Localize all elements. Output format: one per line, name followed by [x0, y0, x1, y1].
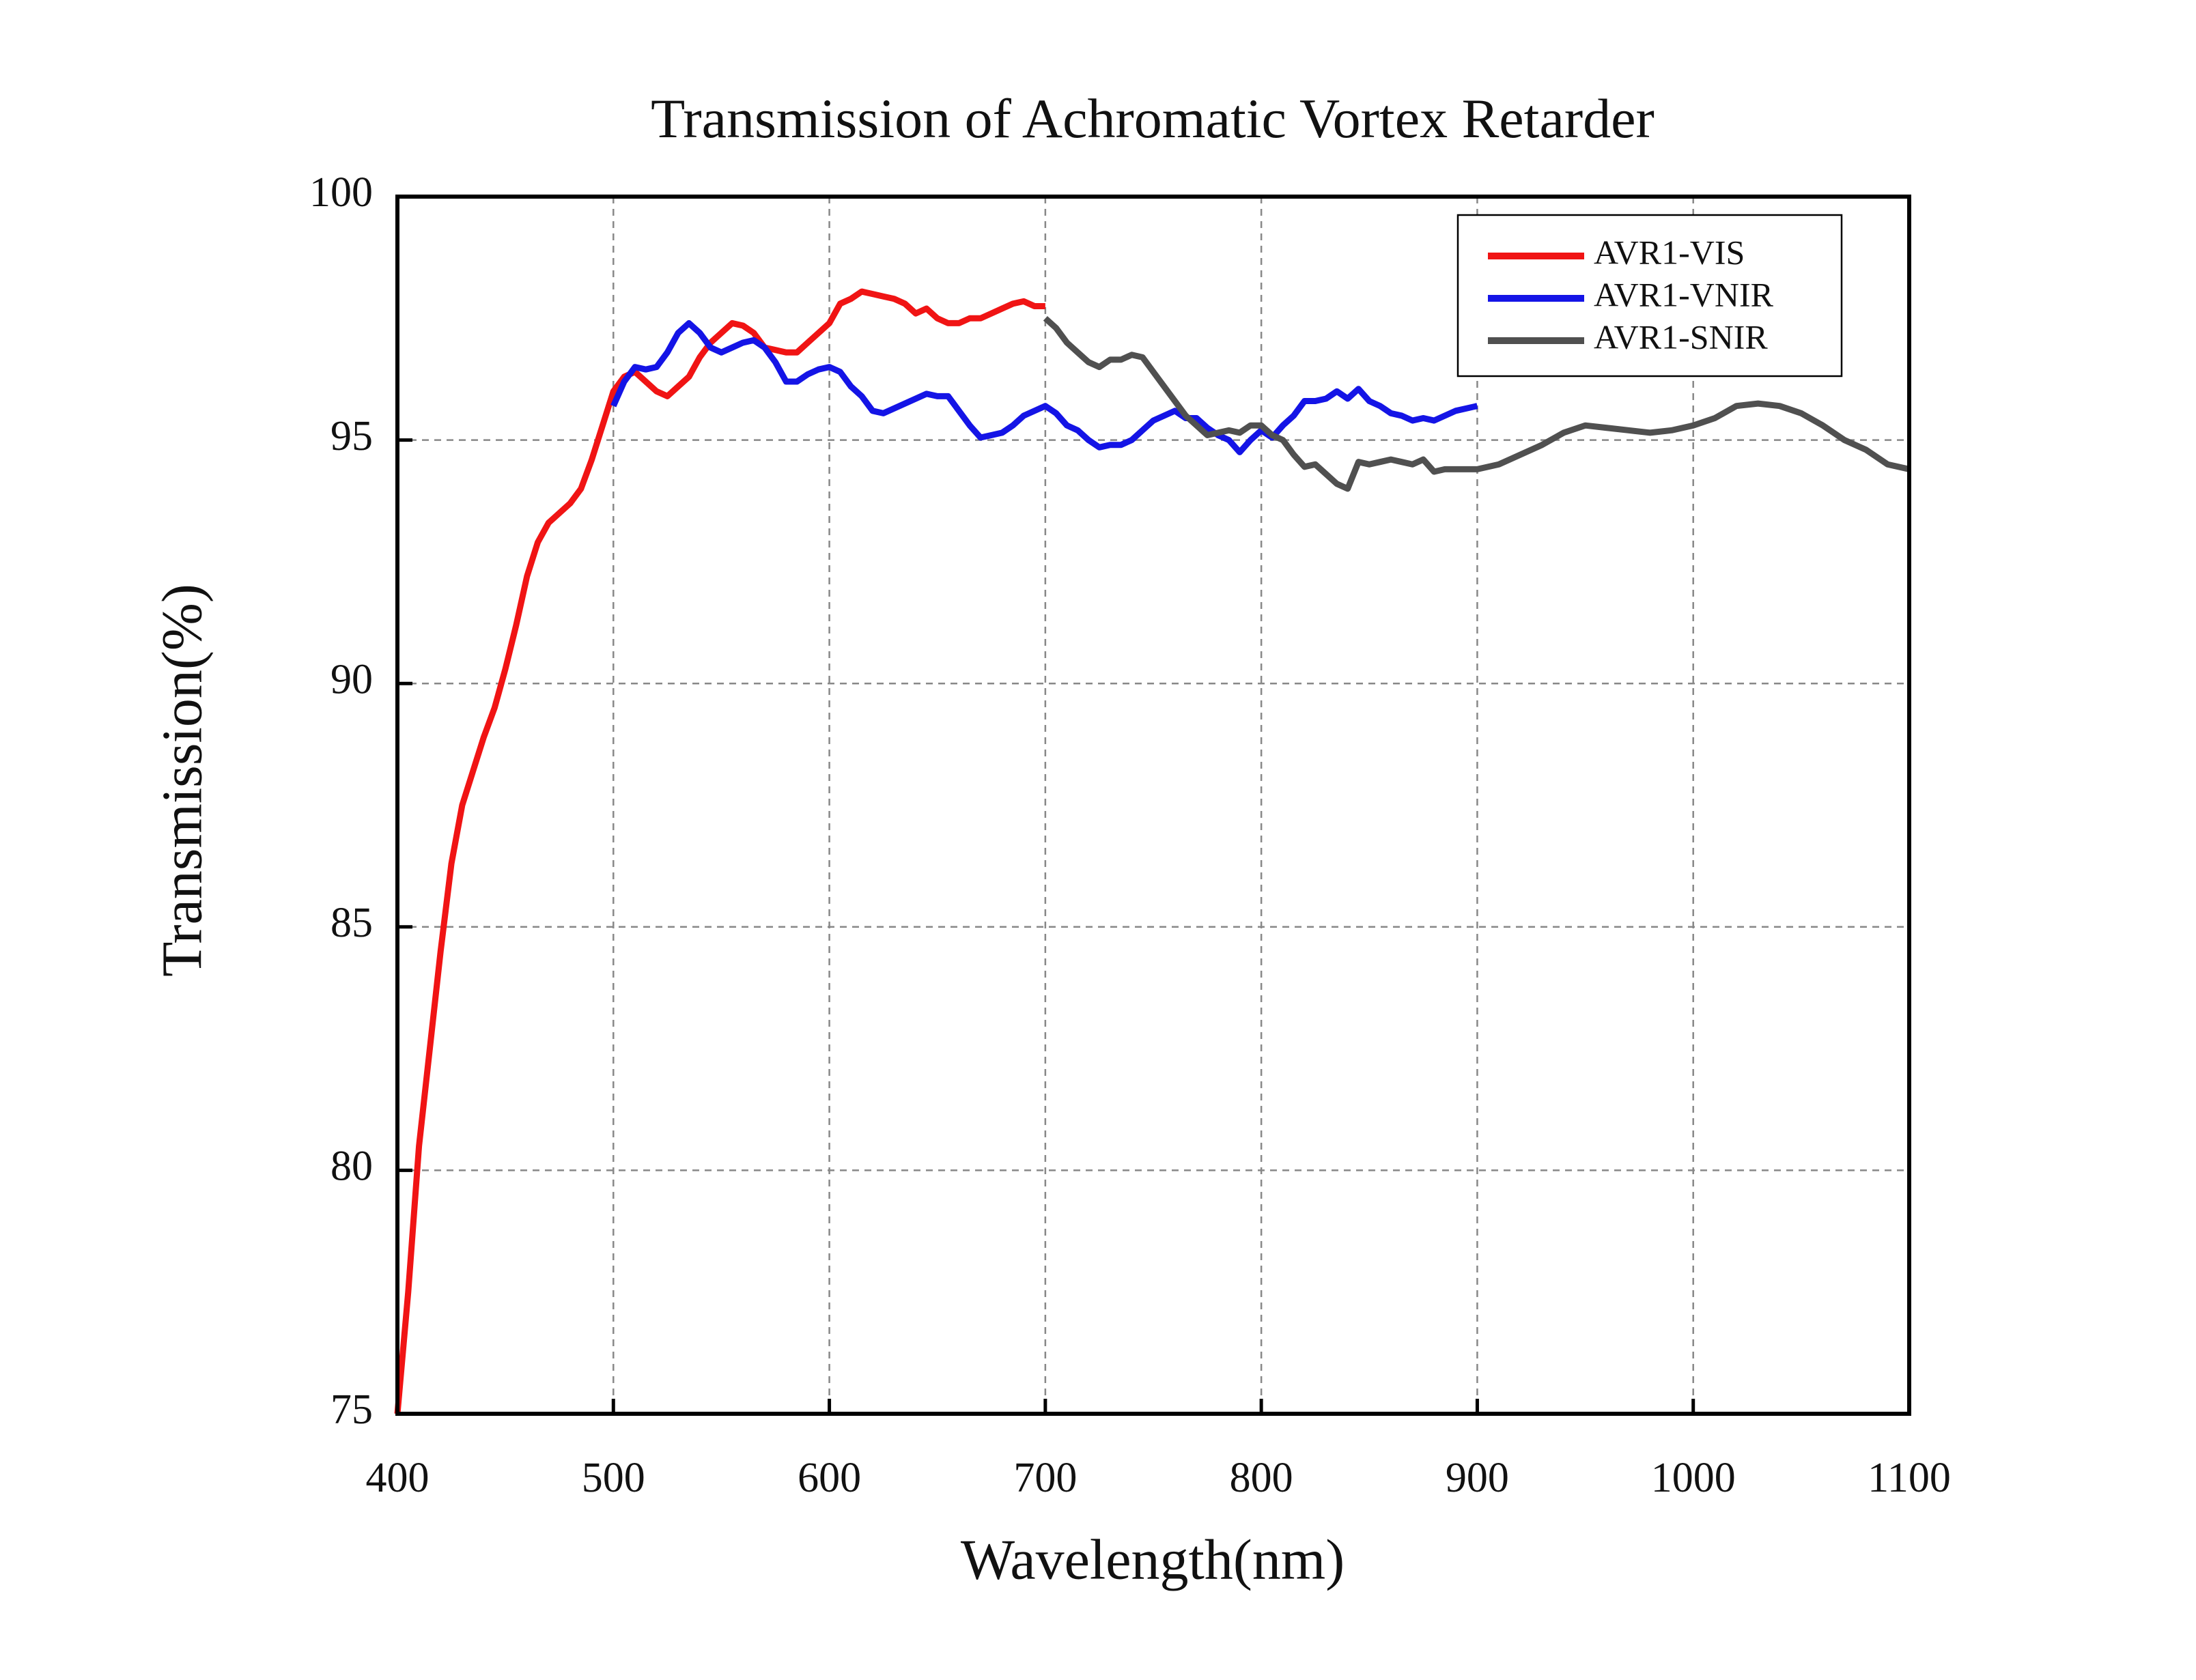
x-tick-label: 900 [1446, 1455, 1509, 1501]
plot-frame [395, 195, 1911, 1416]
y-axis-label: Transmission(%) [150, 584, 214, 977]
y-tick-label: 100 [309, 169, 373, 216]
data-line [1043, 315, 1910, 492]
x-tick-label: 1000 [1651, 1455, 1736, 1501]
x-axis-label: Wavelength(nm) [961, 1528, 1345, 1591]
legend-label: AVR1-SNIR [1594, 317, 1768, 356]
y-tick-label: 95 [330, 413, 373, 459]
legend-label: AVR1-VIS [1594, 233, 1745, 271]
x-tick-label: 1100 [1868, 1455, 1951, 1501]
x-tick-label: 600 [798, 1455, 861, 1501]
legend-label: AVR1-VNIR [1594, 275, 1774, 313]
y-tick-label: 75 [330, 1386, 373, 1433]
chart-title: Transmission of Achromatic Vortex Retard… [651, 87, 1655, 150]
x-tick-label: 800 [1230, 1455, 1293, 1501]
y-tick-label: 80 [330, 1143, 373, 1190]
y-tick-label: 90 [330, 656, 373, 702]
y-tick-label: 85 [330, 900, 373, 946]
x-tick-label: 400 [366, 1455, 430, 1501]
data-line [610, 319, 1478, 455]
x-tick-label: 700 [1013, 1455, 1077, 1501]
data-line [394, 288, 1045, 1414]
x-tick-label: 500 [582, 1455, 645, 1501]
